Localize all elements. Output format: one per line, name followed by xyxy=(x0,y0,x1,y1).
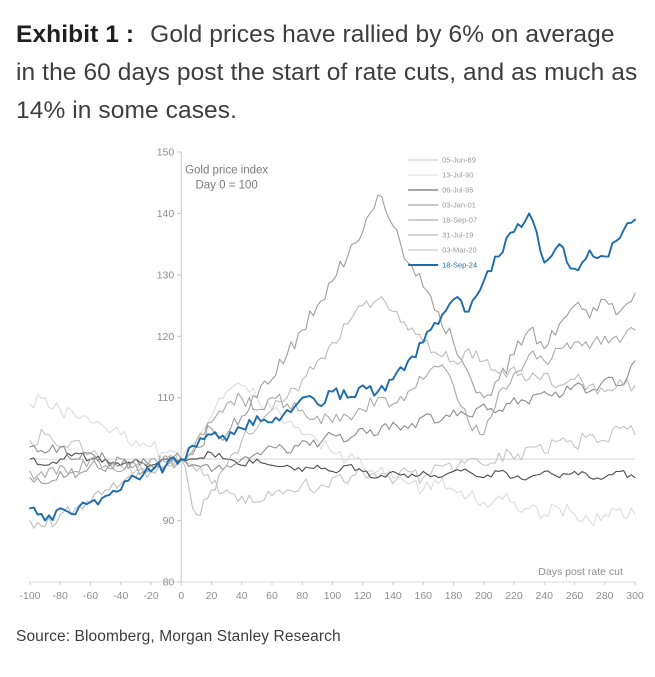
y-tick-label: 90 xyxy=(163,515,175,527)
x-tick-label: 20 xyxy=(206,590,218,602)
series-line-03-Jan-01 xyxy=(29,360,636,472)
x-tick-label: 260 xyxy=(566,590,584,602)
gold-price-chart: 80 90 100 110 120 130 140 150 -100 -80 -60 -40 -20 0 2… xyxy=(14,140,645,618)
series-line-03-Mar-20 xyxy=(29,296,636,529)
x-tick-label: 100 xyxy=(324,590,342,602)
source-note: Source: Bloomberg, Morgan Stanley Resear… xyxy=(16,627,341,645)
series-line-06-Jul-95 xyxy=(29,451,636,481)
x-tick-label: 120 xyxy=(354,590,372,602)
y-tick-label: 130 xyxy=(157,269,175,281)
legend-label-03-Jan-01: 03-Jan-01 xyxy=(442,200,476,209)
series-line-31-Jul-19 xyxy=(29,326,636,480)
x-tick-label: 280 xyxy=(596,590,614,602)
x-tick-label: -100 xyxy=(19,590,40,602)
legend-label-06-Jul-95: 06-Jul-95 xyxy=(442,185,473,194)
exhibit-label: Exhibit 1 : xyxy=(16,21,135,48)
y-tick-label: 110 xyxy=(158,392,175,404)
x-tick-label: 0 xyxy=(178,590,184,602)
x-tick-label: 200 xyxy=(475,590,493,602)
x-tick-label: 160 xyxy=(414,590,432,602)
x-tick-label: -60 xyxy=(83,590,98,602)
x-tick-label: -40 xyxy=(113,590,128,602)
y-tick-label: 120 xyxy=(157,331,175,343)
series-line-05-Jun-89 xyxy=(29,425,636,505)
series-line-18-Sep-07 xyxy=(29,194,636,485)
x-tick-label: 140 xyxy=(384,590,402,602)
legend-label-31-Jul-19: 31-Jul-19 xyxy=(442,230,473,239)
y-tick-label: 80 xyxy=(163,576,175,588)
chart-annotation: Day 0 = 100 xyxy=(195,179,257,191)
x-tick-label: 300 xyxy=(626,590,644,602)
x-tick-label: -80 xyxy=(53,590,68,602)
x-tick-label: -20 xyxy=(143,590,158,602)
x-axis-title: Days post rate cut xyxy=(538,566,623,578)
exhibit-title-text: Gold prices have rallied by 6% on averag… xyxy=(16,21,638,124)
chart-annotation: Gold price index xyxy=(185,164,268,176)
x-tick-label: 80 xyxy=(296,590,308,602)
legend-label-13-Jul-90: 13-Jul-90 xyxy=(442,170,473,179)
legend-label-18-Sep-24: 18-Sep-24 xyxy=(442,260,477,269)
x-tick-label: 220 xyxy=(505,590,523,602)
x-tick-label: 60 xyxy=(266,590,278,602)
series-line-13-Jul-90 xyxy=(29,382,636,527)
legend-label-03-Mar-20: 03-Mar-20 xyxy=(442,245,477,254)
legend-label-05-Jun-89: 05-Jun-89 xyxy=(442,155,476,164)
legend-label-18-Sep-07: 18-Sep-07 xyxy=(442,215,477,224)
x-tick-label: 180 xyxy=(445,590,463,602)
y-tick-label: 150 xyxy=(157,146,175,158)
gold-price-chart-svg: 80 90 100 110 120 130 140 150 -100 -80 -60 -40 -20 0 2… xyxy=(19,146,644,602)
x-tick-label: 240 xyxy=(535,590,553,602)
series-line-18-Sep-24 xyxy=(29,212,636,522)
exhibit-title: Exhibit 1 : Gold prices have rallied by 6… xyxy=(16,16,639,130)
y-tick-label: 140 xyxy=(157,208,175,220)
x-tick-label: 40 xyxy=(236,590,248,602)
